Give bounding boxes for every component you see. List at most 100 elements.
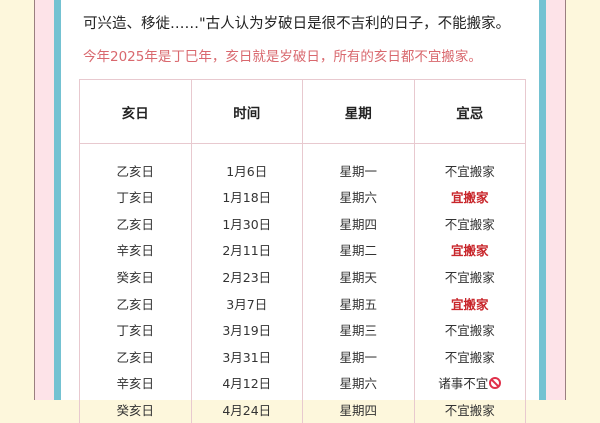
cell-hai-day: 丁亥日: [79, 183, 192, 211]
cell-suitability: 不宜搬家: [413, 143, 526, 184]
cell-weekday: 星期四: [302, 210, 415, 237]
cell-text: 癸亥日: [116, 403, 154, 419]
pink-stripe-left: [35, 0, 54, 400]
cell-date: 4月12日: [190, 369, 303, 397]
cell-date: 2月23日: [190, 263, 303, 290]
cell-text: 不宜搬家: [444, 403, 495, 419]
cell-text: 星期四: [339, 216, 377, 232]
cell-date: 1月6日: [190, 143, 303, 184]
cell-date: 1月18日: [190, 183, 303, 211]
intro-text: 可兴造、移徙……"古人认为岁破日是很不吉利的日子，不能搬家。: [83, 16, 511, 32]
cell-weekday: 星期一: [302, 343, 415, 370]
cell-weekday: 星期六: [302, 183, 415, 211]
cell-date: 3月31日: [190, 343, 303, 370]
highlight-text: 今年2025年是丁巳年，亥日就是岁破日，所有的亥日都不宜搬家。: [83, 49, 482, 65]
cell-hai-day: 癸亥日: [79, 396, 192, 423]
table-row: 乙亥日 3月31日 星期一 不宜搬家: [79, 343, 526, 370]
cell-weekday: 星期五: [302, 289, 415, 317]
cell-date: 3月19日: [190, 316, 303, 344]
header-suitability: 宜忌: [413, 79, 526, 144]
cell-text: 3月19日: [222, 323, 272, 339]
cell-hai-day: 乙亥日: [79, 343, 192, 370]
cell-text: 2月11日: [222, 243, 272, 259]
cell-text: 1月30日: [222, 216, 272, 232]
cell-text: 4月12日: [222, 376, 272, 392]
cell-text: 不宜搬家: [444, 270, 495, 286]
cell-text: 辛亥日: [116, 376, 154, 392]
cell-text: 不宜搬家: [444, 349, 495, 365]
cell-hai-day: 乙亥日: [79, 289, 192, 317]
cell-text: 3月7日: [226, 296, 268, 312]
table-row: 乙亥日 3月7日 星期五 宜搬家: [79, 289, 526, 317]
cell-text: 乙亥日: [116, 216, 154, 232]
table-row: 丁亥日 1月18日 星期六 宜搬家: [79, 183, 526, 211]
cell-text: 星期四: [339, 403, 377, 419]
table-row: 辛亥日 4月12日 星期六 诸事不宜: [79, 369, 526, 397]
cell-hai-day: 辛亥日: [79, 236, 192, 264]
cell-text: 宜搬家: [450, 296, 489, 312]
cell-hai-day: 癸亥日: [79, 263, 192, 290]
cell-text: 诸事不宜: [438, 376, 489, 392]
blue-stripe-right: [539, 0, 546, 400]
cell-text: 丁亥日: [116, 190, 154, 206]
cell-text: 乙亥日: [116, 349, 154, 365]
hai-day-table: 亥日 时间 星期 宜忌 乙亥日 1月6日 星期一 不宜搬家 丁亥日 1月18日 星期六 宜搬家…: [79, 79, 526, 423]
cell-suitability: 宜搬家: [413, 289, 526, 317]
header-weekday: 星期: [302, 79, 415, 144]
prohibited-icon: [489, 377, 502, 390]
cell-date: 1月30日: [190, 210, 303, 237]
cell-weekday: 星期四: [302, 396, 415, 423]
cell-text: 星期一: [339, 164, 377, 180]
table-row: 癸亥日 4月24日 星期四 不宜搬家: [79, 396, 526, 423]
cell-hai-day: 乙亥日: [79, 210, 192, 237]
table-row: 乙亥日 1月6日 星期一 不宜搬家: [79, 143, 526, 184]
frame-line-left: [34, 0, 35, 400]
cell-text: 4月24日: [222, 403, 272, 419]
cell-text: 宜搬家: [450, 243, 489, 259]
cell-text: 不宜搬家: [444, 164, 495, 180]
cell-text: 星期三: [339, 323, 377, 339]
cell-date: 2月11日: [190, 236, 303, 264]
table-row: 癸亥日 2月23日 星期天 不宜搬家: [79, 263, 526, 290]
cell-hai-day: 丁亥日: [79, 316, 192, 344]
cell-text: 星期六: [339, 190, 377, 206]
blue-stripe-left: [54, 0, 61, 400]
cell-suitability: 不宜搬家: [413, 396, 526, 423]
cell-suitability: 不宜搬家: [413, 210, 526, 237]
cell-text: 癸亥日: [116, 270, 154, 286]
cell-suitability: 不宜搬家: [413, 316, 526, 344]
cell-text: 星期六: [339, 376, 377, 392]
cell-suitability: 诸事不宜: [413, 369, 526, 397]
cell-text: 辛亥日: [116, 243, 154, 259]
frame-line-right: [565, 0, 566, 400]
cell-hai-day: 辛亥日: [79, 369, 192, 397]
cell-date: 4月24日: [190, 396, 303, 423]
table-row: 辛亥日 2月11日 星期二 宜搬家: [79, 236, 526, 264]
cell-text: 2月23日: [222, 270, 272, 286]
table-row: 乙亥日 1月30日 星期四 不宜搬家: [79, 210, 526, 237]
cell-text: 丁亥日: [116, 323, 154, 339]
header-date: 时间: [190, 79, 303, 144]
cell-text: 宜搬家: [450, 190, 489, 206]
cell-hai-day: 乙亥日: [79, 143, 192, 184]
cell-text: 3月31日: [222, 349, 272, 365]
cell-text: 1月6日: [226, 164, 268, 180]
cell-weekday: 星期天: [302, 263, 415, 290]
cell-text: 乙亥日: [116, 296, 154, 312]
table-row: 丁亥日 3月19日 星期三 不宜搬家: [79, 316, 526, 344]
cell-suitability: 宜搬家: [413, 236, 526, 264]
cell-weekday: 星期三: [302, 316, 415, 344]
cell-text: 不宜搬家: [444, 323, 495, 339]
cell-text: 星期二: [339, 243, 377, 259]
cell-text: 乙亥日: [116, 164, 154, 180]
cell-suitability: 不宜搬家: [413, 343, 526, 370]
cell-weekday: 星期一: [302, 143, 415, 184]
cell-weekday: 星期六: [302, 369, 415, 397]
cell-weekday: 星期二: [302, 236, 415, 264]
header-hai-day: 亥日: [79, 79, 192, 144]
cell-date: 3月7日: [190, 289, 303, 317]
pink-stripe-right: [546, 0, 565, 400]
cell-text: 1月18日: [222, 190, 272, 206]
cell-text: 星期一: [339, 349, 377, 365]
cell-text: 星期五: [339, 296, 377, 312]
